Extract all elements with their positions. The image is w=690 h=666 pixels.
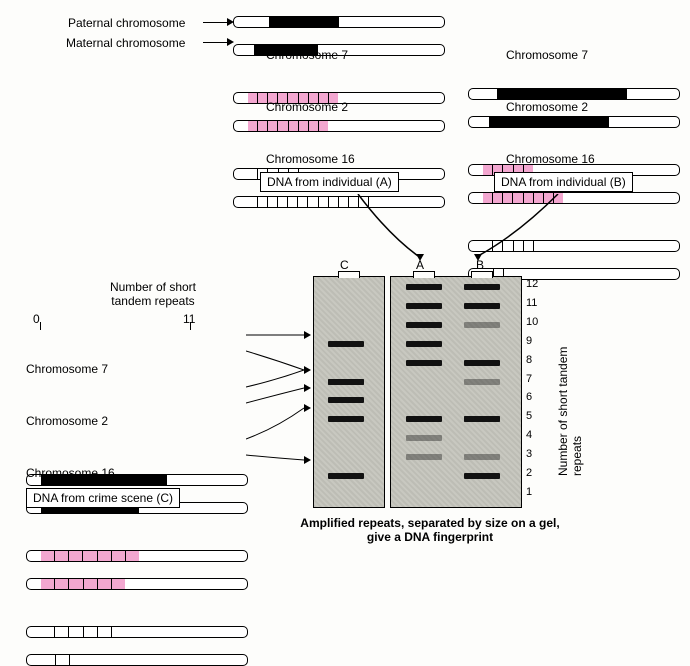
B-box-label: DNA from individual (B) — [494, 172, 633, 192]
gel-scale-tick: 9 — [526, 335, 532, 347]
gel-band-faint — [406, 435, 442, 441]
B-chr7-maternal — [468, 116, 680, 128]
gel-scale-tick: 1 — [526, 486, 532, 498]
gel-scale-tick: 3 — [526, 448, 532, 460]
gel-band — [406, 303, 442, 309]
gel-scale-tick: 8 — [526, 354, 532, 366]
gel-scale-tick: 7 — [526, 373, 532, 385]
C-chr16-label: Chromosome 16 — [26, 466, 115, 480]
gel-lane-A-label: A — [416, 258, 424, 272]
gel-lane-B-label: B — [476, 258, 484, 272]
C-heading: Number of short tandem repeats — [93, 280, 213, 308]
A-chr2-label: Chromosome 2 — [266, 100, 348, 114]
C-chr2-maternal — [26, 578, 248, 590]
gel-scale-tick: 11 — [526, 297, 537, 309]
gel-scale-tick: 6 — [526, 391, 532, 403]
gel-scale: 12 11 10 9 8 7 6 5 4 3 2 1 — [526, 276, 550, 506]
gel-scale-tick: 12 — [526, 278, 538, 290]
B-chr7-paternal — [468, 88, 680, 100]
gel-lane-C-label: C — [340, 258, 349, 272]
gel-band — [328, 473, 364, 479]
C-chr2-paternal — [26, 550, 248, 562]
gel-band — [406, 284, 442, 290]
B-chr2-label: Chromosome 2 — [506, 100, 588, 114]
gel-band — [328, 379, 364, 385]
dna-fingerprint-diagram: Paternal chromosome Maternal chromosome … — [8, 8, 682, 592]
gel-band — [406, 416, 442, 422]
C-scale-min: 0 — [33, 312, 40, 326]
gel-band — [406, 341, 442, 347]
gel-band-faint — [406, 454, 442, 460]
A-chr7-paternal — [233, 16, 445, 28]
arrows-C-to-gel — [246, 330, 316, 470]
B-chr7-label: Chromosome 7 — [506, 48, 588, 62]
maternal-label: Maternal chromosome — [66, 36, 185, 50]
C-chr2-label: Chromosome 2 — [26, 414, 108, 428]
gel-band — [464, 284, 500, 290]
arrow-B-to-gel — [438, 194, 598, 264]
gel-band — [464, 416, 500, 422]
A-chr16-label: Chromosome 16 — [266, 152, 355, 166]
gel-caption: Amplified repeats, separated by size on … — [290, 516, 570, 544]
C-box-label: DNA from crime scene (C) — [26, 488, 180, 508]
gel-scale-tick: 10 — [526, 316, 538, 328]
gel-band — [464, 360, 500, 366]
gel-band — [406, 322, 442, 328]
gel-band — [464, 473, 500, 479]
gel-scale-tick: 2 — [526, 467, 532, 479]
gel-band — [328, 416, 364, 422]
gel-band-faint — [464, 454, 500, 460]
A-box-label: DNA from individual (A) — [260, 172, 399, 192]
gel-yaxis-label: Number of short tandem repeats — [556, 306, 584, 476]
gel-band-faint — [464, 379, 500, 385]
gel-lane-AB-panel — [390, 276, 522, 508]
gel-band-faint — [464, 322, 500, 328]
A-chr7-label: Chromosome 7 — [266, 48, 348, 62]
gel-band — [328, 341, 364, 347]
gel-scale-tick: 4 — [526, 429, 532, 441]
gel-band — [328, 397, 364, 403]
C-chr16-paternal — [26, 626, 248, 638]
gel-band — [464, 303, 500, 309]
paternal-label: Paternal chromosome — [68, 16, 185, 30]
B-chr16-label: Chromosome 16 — [506, 152, 595, 166]
C-chr7-label: Chromosome 7 — [26, 362, 108, 376]
C-chr16-maternal — [26, 654, 248, 666]
gel-scale-tick: 5 — [526, 410, 532, 422]
A-chr2-maternal — [233, 120, 445, 132]
gel-band — [406, 360, 442, 366]
